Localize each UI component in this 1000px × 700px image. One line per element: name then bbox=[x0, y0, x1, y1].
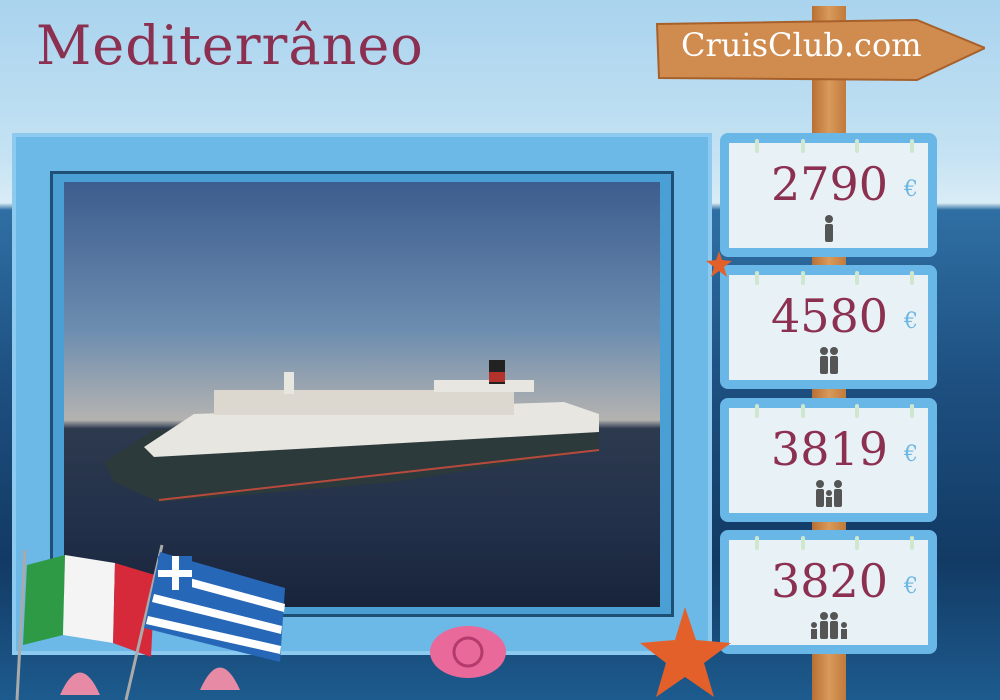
greece-flag-icon bbox=[124, 544, 285, 700]
price-card-single[interactable]: 2790 € bbox=[720, 133, 937, 257]
scallop-shell-icon bbox=[200, 667, 240, 690]
scallop-shell-icon bbox=[60, 672, 100, 695]
page-title: Mediterrâneo bbox=[36, 14, 424, 77]
cruise-ship-icon bbox=[104, 360, 600, 502]
starfish-icon bbox=[640, 607, 731, 697]
currency-symbol: € bbox=[904, 177, 918, 202]
photo-frame bbox=[12, 133, 712, 655]
currency-symbol: € bbox=[904, 309, 918, 334]
price-amount: 3820 bbox=[771, 554, 889, 608]
cruise-ship-photo bbox=[64, 182, 660, 607]
family-one-child-icon bbox=[729, 479, 928, 511]
single-person-icon bbox=[729, 214, 928, 246]
small-starfish-icon bbox=[706, 251, 732, 277]
currency-symbol: € bbox=[904, 442, 918, 467]
price-amount: 2790 bbox=[771, 157, 889, 211]
wooden-arrow-icon bbox=[655, 18, 985, 82]
price-amount: 4580 bbox=[771, 289, 889, 343]
currency-symbol: € bbox=[904, 574, 918, 599]
italy-flag-icon bbox=[15, 549, 155, 700]
price-amount: 3819 bbox=[771, 422, 889, 476]
brand-sign[interactable]: CruisClub.com bbox=[655, 18, 985, 82]
family-two-children-icon bbox=[729, 611, 928, 643]
price-card-couple[interactable]: 4580 € bbox=[720, 265, 937, 389]
brand-name: CruisClub.com bbox=[681, 26, 922, 64]
price-card-family-one-child[interactable]: 3819 € bbox=[720, 398, 937, 522]
price-card-family-two-children[interactable]: 3820 € bbox=[720, 530, 937, 654]
seashell-icon bbox=[430, 626, 506, 678]
couple-icon bbox=[729, 346, 928, 378]
